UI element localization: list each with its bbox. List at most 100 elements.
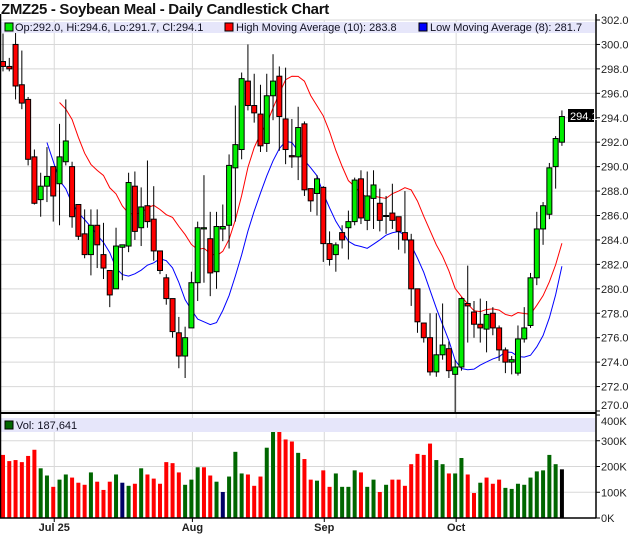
candle-down (496, 327, 503, 351)
candle-up (383, 215, 390, 217)
volume-bar (164, 462, 169, 518)
grid (0, 19, 596, 518)
volume-bar (327, 486, 332, 518)
candle-up (138, 206, 145, 229)
volume-bar (13, 460, 18, 518)
ohlc-legend-text: Op:292.0, Hi:294.6, Lo:291.7, Cl:294.1 (15, 22, 203, 34)
price-tick-label: 286.0 (601, 211, 629, 223)
candle-up (483, 313, 490, 330)
volume-bar (390, 479, 395, 518)
candle-down (376, 202, 383, 221)
volume-bar (176, 472, 181, 518)
volume-bar (201, 467, 206, 518)
candle-up (533, 228, 540, 279)
candle-down (257, 113, 264, 147)
candle-up (370, 184, 377, 199)
volume-bar (233, 451, 238, 518)
candle-down (288, 155, 295, 158)
volume-bar (340, 486, 345, 518)
price-tick-label: 270.0 (601, 400, 629, 412)
volume-bar (459, 458, 464, 518)
volume-tick-label: 400K (601, 416, 627, 428)
candle-down (464, 302, 471, 307)
candle-down (12, 43, 19, 87)
volume-bar (296, 452, 301, 518)
volume-bar (428, 443, 433, 518)
volume-bar (497, 479, 502, 518)
volume-bar (484, 477, 489, 518)
volume-bar (126, 485, 131, 518)
volume-bar (528, 477, 533, 518)
price-legend-band (1, 22, 595, 33)
volume-bar (114, 474, 119, 518)
date-tick-label: Aug (182, 522, 203, 534)
candle-down (471, 311, 477, 325)
volume-bar (541, 470, 546, 518)
candle-up (182, 337, 189, 357)
candle-up (226, 164, 233, 226)
candle-up (219, 225, 226, 230)
volume-bar (547, 454, 552, 518)
candle-down (320, 186, 327, 245)
volume-bar (1, 454, 5, 518)
volume-bar (490, 483, 495, 518)
low-ma-legend-swatch (418, 22, 428, 32)
candle-up (527, 277, 534, 326)
volume-bar (220, 491, 225, 518)
volume-legend-text: Vol: 187,641 (16, 420, 77, 432)
volume-bar (409, 464, 414, 518)
candle-down (489, 312, 496, 329)
candle-down (427, 337, 434, 373)
volume-bar (183, 484, 188, 518)
candle-down (420, 322, 427, 339)
candle-down (401, 232, 408, 241)
candle-down (144, 205, 151, 223)
volume-bar (95, 481, 100, 518)
volume-bar (308, 479, 313, 518)
volume-bar (214, 481, 219, 518)
price-tick-label: 288.0 (601, 186, 629, 198)
volume-tick-label: 200K (601, 462, 627, 474)
price-tick-label: 300.0 (601, 39, 629, 51)
volume-bars (1, 428, 564, 518)
price-tick-label: 276.0 (601, 333, 629, 345)
candle-up (87, 224, 94, 256)
date-tick-label: Jul 25 (39, 522, 70, 534)
volume-bar (151, 478, 156, 518)
volume-bar (465, 474, 470, 518)
volume-bar (302, 459, 307, 518)
volume-bar (107, 481, 112, 518)
candle-down (408, 239, 415, 290)
volume-bar (57, 479, 62, 518)
volume-bar (139, 468, 144, 518)
candle-down (131, 185, 138, 232)
last-price-marker (568, 109, 594, 122)
candle-up (125, 182, 132, 247)
candle-down (244, 80, 251, 107)
candle-down (94, 224, 101, 246)
candle-down (18, 84, 25, 104)
volume-bar (252, 485, 257, 518)
candle-up (351, 179, 358, 223)
volume-bar (170, 463, 175, 518)
candle-down (175, 332, 182, 357)
candle-up (56, 156, 63, 185)
candle-up (270, 80, 277, 97)
candle-up (37, 185, 44, 201)
volume-bar (245, 474, 250, 518)
candle-down (100, 254, 107, 269)
candle-down (6, 65, 13, 70)
candle-up (188, 282, 195, 329)
candle-down (163, 277, 170, 300)
price-tick-label: 292.0 (601, 137, 629, 149)
candle-down (150, 218, 157, 252)
volume-bar (352, 470, 357, 518)
volume-bar (333, 473, 338, 518)
volume-bar (283, 439, 288, 518)
price-tick-label: 298.0 (601, 64, 629, 76)
volume-bar (76, 482, 81, 518)
candle-up (345, 221, 352, 229)
candle-down (106, 269, 113, 296)
volume-bar (227, 476, 232, 518)
ohlc-legend-swatch (4, 22, 14, 32)
